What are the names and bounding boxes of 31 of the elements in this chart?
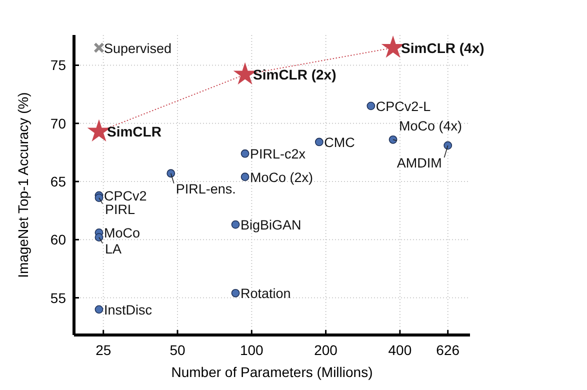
annotation: CPCv2-L	[376, 98, 432, 114]
annotation: MoCo (4x)	[399, 118, 462, 134]
x-tick-label: 25	[96, 342, 112, 358]
annotation: BigBiGAN	[240, 218, 302, 233]
y-tick-label: 60	[50, 232, 66, 248]
x-tick-label: 626	[436, 342, 460, 358]
y-tick-label: 65	[50, 174, 66, 190]
x-tick-label: 100	[240, 342, 264, 358]
x-tick-label: 200	[314, 342, 338, 358]
annotation: CPCv2	[104, 188, 147, 204]
x-tick-label: 50	[170, 342, 186, 358]
annotation: LA	[104, 241, 122, 256]
annotation: PIRL-ens.	[176, 181, 236, 196]
y-tick-label: 55	[50, 290, 66, 306]
annotation: MoCo (2x)	[250, 170, 314, 185]
annotation: Rotation	[240, 286, 291, 302]
x-tick-label: 400	[388, 342, 412, 358]
annotation: Supervised	[104, 40, 172, 56]
annotation: SimCLR (4x)	[401, 40, 484, 56]
annotation: SimCLR	[106, 124, 162, 140]
annotation: CMC	[324, 134, 356, 150]
x-axis-title: Number of Parameters (Millions)	[171, 364, 373, 380]
annotation: PIRL-c2x	[250, 146, 306, 162]
y-tick-label: 70	[50, 115, 66, 132]
annotation: AMDIM	[396, 155, 442, 170]
annotation: SimCLR (2x)	[253, 66, 336, 83]
annotation: MoCo	[104, 226, 140, 241]
annotation: InstDisc	[104, 302, 152, 318]
y-axis-title: ImageNet Top-1 Accuracy (%)	[15, 92, 31, 278]
y-tick-label: 75	[50, 57, 66, 74]
annotation: PIRL	[104, 202, 136, 217]
